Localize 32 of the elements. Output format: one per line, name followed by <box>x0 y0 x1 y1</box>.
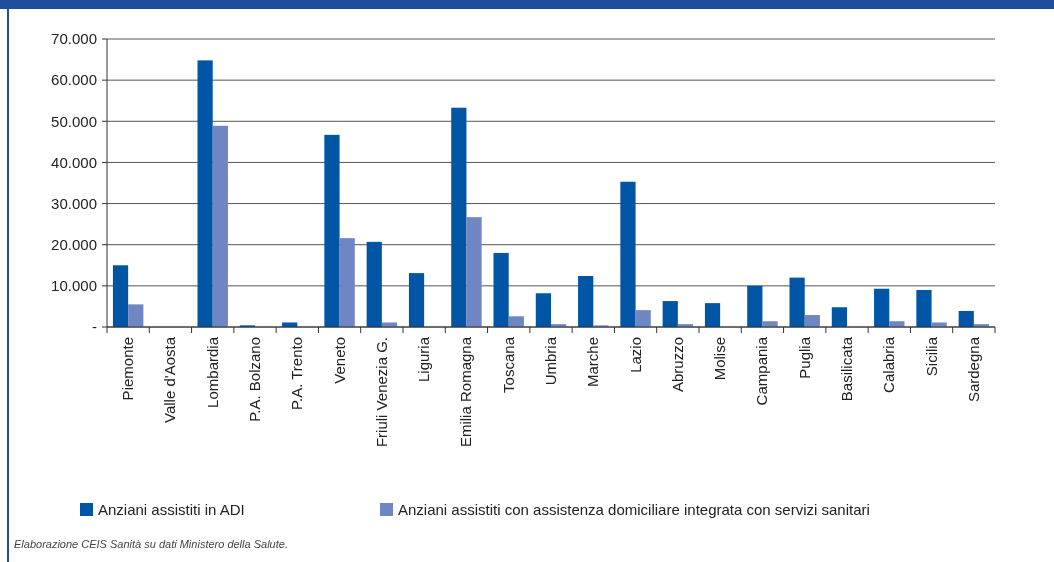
x-tick-label: Basilicata <box>838 336 855 402</box>
x-tick-label: Liguria <box>415 336 433 383</box>
y-tick-label: 50.000 <box>51 112 97 130</box>
y-tick-label: 30.000 <box>51 194 97 212</box>
y-tick-label: 10.000 <box>51 277 97 295</box>
text: Elaborazione CEIS Sanità su dati Ministero della Salute. <box>14 538 288 550</box>
x-tick-label: Friuli Venezia G. <box>372 337 390 448</box>
y-tick-label: 20.000 <box>51 235 97 253</box>
x-tick-label: Campania <box>753 336 771 406</box>
x-tick-label: P.A. Bolzano <box>246 337 263 422</box>
legend-label: Anziani assistiti in ADI <box>98 501 245 519</box>
x-tick-label: Calabria <box>880 336 898 393</box>
y-tick-label: - <box>92 318 97 336</box>
x-tick-label: Veneto <box>330 337 348 384</box>
x-tick-label: Lazio <box>626 337 644 373</box>
y-tick-label: 60.000 <box>51 71 97 89</box>
x-tick-label: Lombardia <box>203 336 221 408</box>
x-tick-label: Puglia <box>795 336 813 379</box>
x-tick-label: Umbria <box>542 336 559 386</box>
x-tick-label: Molise <box>711 337 729 381</box>
x-tick-label: Valle d'Aosta <box>161 336 179 423</box>
x-tick-label: Toscana <box>499 336 517 393</box>
x-tick-label: Emilia Romagna <box>457 336 475 448</box>
y-tick-label: 70.000 <box>51 30 97 48</box>
x-tick-label: Sardegna <box>964 336 982 403</box>
x-tick-label: Sicilia <box>922 336 940 377</box>
x-tick-label: Abruzzo <box>668 337 686 393</box>
x-tick-label: Piemonte <box>119 337 137 401</box>
x-tick-label: Marche <box>584 337 602 388</box>
x-tick-label: P.A. Trento <box>288 337 306 411</box>
legend-label: Anziani assistiti con assistenza domiciliare integrata con servizi sanitari <box>398 501 870 519</box>
y-tick-label: 40.000 <box>51 153 97 171</box>
